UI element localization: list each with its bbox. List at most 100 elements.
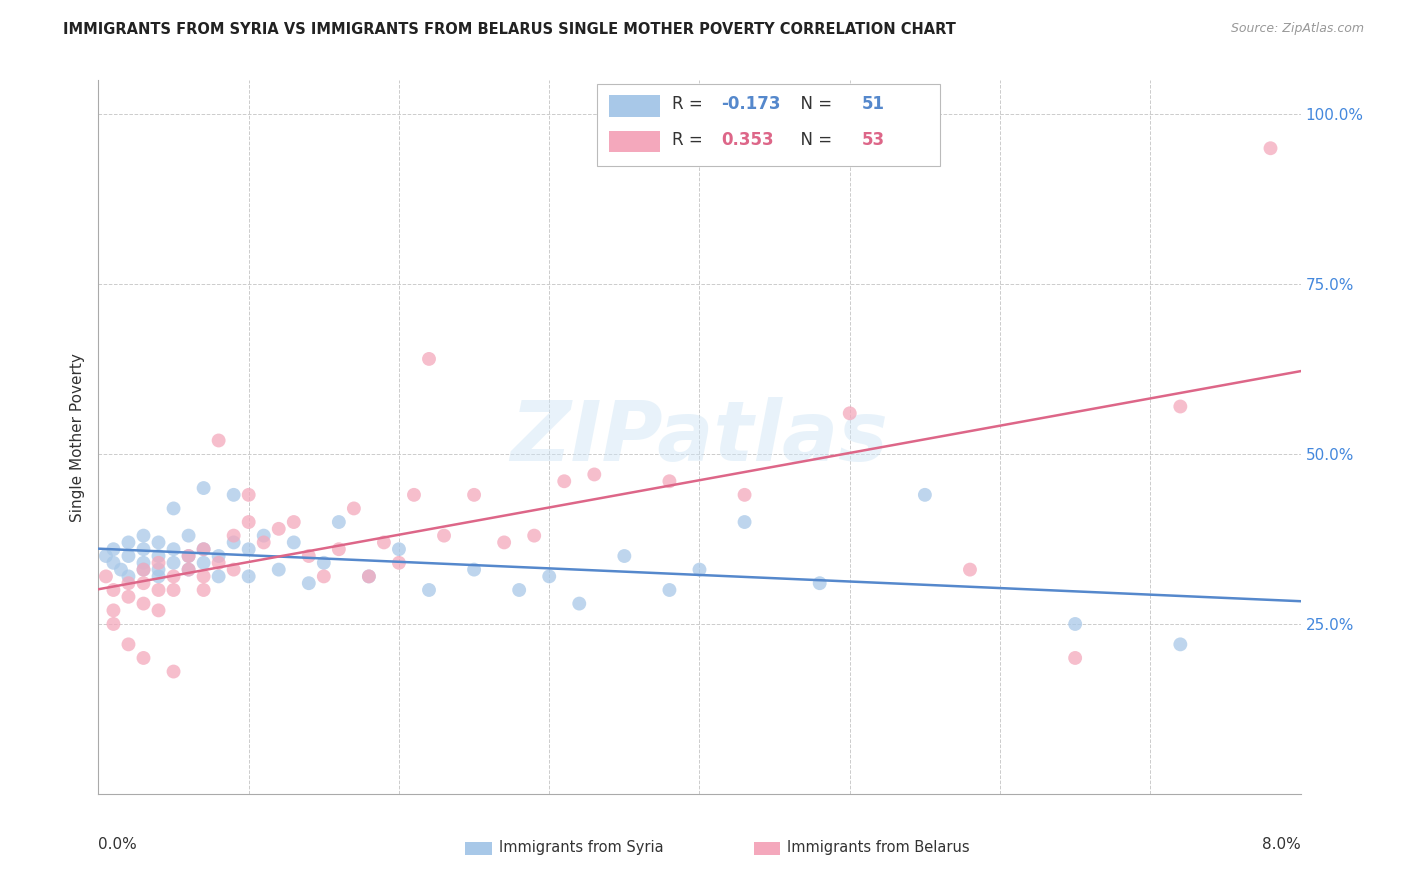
Text: 0.353: 0.353 — [721, 130, 773, 148]
Point — [328, 515, 350, 529]
Point — [433, 528, 456, 542]
Point — [117, 637, 139, 651]
Point — [148, 535, 170, 549]
Point — [1260, 141, 1282, 155]
FancyBboxPatch shape — [465, 842, 492, 855]
FancyBboxPatch shape — [609, 95, 659, 117]
Point — [177, 563, 200, 577]
Point — [658, 582, 681, 597]
Point — [328, 542, 350, 557]
FancyBboxPatch shape — [754, 842, 780, 855]
Point — [222, 563, 245, 577]
Text: -0.173: -0.173 — [721, 95, 780, 112]
Point — [103, 617, 125, 632]
Point — [117, 590, 139, 604]
Y-axis label: Single Mother Poverty: Single Mother Poverty — [70, 352, 86, 522]
Point — [148, 569, 170, 583]
Point — [162, 542, 184, 557]
Text: ZIPatlas: ZIPatlas — [510, 397, 889, 477]
Point — [103, 542, 125, 557]
Point — [193, 569, 215, 583]
Text: N =: N = — [790, 130, 837, 148]
Point — [148, 549, 170, 563]
Point — [312, 569, 335, 583]
Point — [162, 556, 184, 570]
Point — [162, 665, 184, 679]
Point — [298, 576, 321, 591]
Point — [117, 576, 139, 591]
Point — [553, 475, 575, 489]
Point — [238, 542, 260, 557]
Point — [283, 535, 305, 549]
Point — [193, 542, 215, 557]
Text: 51: 51 — [862, 95, 884, 112]
Point — [132, 576, 155, 591]
Point — [508, 582, 530, 597]
Point — [238, 569, 260, 583]
Point — [1064, 617, 1087, 632]
Point — [658, 475, 681, 489]
Text: 8.0%: 8.0% — [1261, 837, 1301, 852]
Point — [267, 563, 290, 577]
Point — [177, 563, 200, 577]
Point — [193, 542, 215, 557]
Point — [132, 563, 155, 577]
Point — [418, 351, 440, 366]
Point — [373, 535, 395, 549]
Point — [357, 569, 380, 583]
Point — [193, 481, 215, 495]
Point — [267, 522, 290, 536]
Point — [838, 406, 860, 420]
Point — [253, 535, 276, 549]
Point — [238, 515, 260, 529]
Point — [583, 467, 606, 482]
Text: R =: R = — [672, 130, 707, 148]
Text: Immigrants from Belarus: Immigrants from Belarus — [787, 840, 970, 855]
Point — [110, 563, 132, 577]
FancyBboxPatch shape — [609, 131, 659, 153]
Text: Immigrants from Syria: Immigrants from Syria — [499, 840, 664, 855]
Point — [132, 542, 155, 557]
Point — [494, 535, 516, 549]
Text: Source: ZipAtlas.com: Source: ZipAtlas.com — [1230, 22, 1364, 36]
Point — [538, 569, 561, 583]
Point — [222, 528, 245, 542]
Point — [959, 563, 981, 577]
Point — [193, 582, 215, 597]
Point — [914, 488, 936, 502]
Point — [103, 556, 125, 570]
Point — [343, 501, 366, 516]
Point — [132, 651, 155, 665]
Point — [1168, 637, 1191, 651]
Point — [162, 582, 184, 597]
Point — [208, 434, 231, 448]
Point — [463, 563, 485, 577]
Point — [148, 582, 170, 597]
Point — [283, 515, 305, 529]
Point — [734, 515, 756, 529]
Point — [689, 563, 711, 577]
Point — [117, 569, 139, 583]
Point — [388, 556, 411, 570]
Point — [162, 501, 184, 516]
Text: 0.0%: 0.0% — [98, 837, 138, 852]
Point — [208, 569, 231, 583]
Point — [298, 549, 321, 563]
Point — [148, 556, 170, 570]
Point — [94, 569, 117, 583]
Point — [117, 535, 139, 549]
Point — [463, 488, 485, 502]
Text: IMMIGRANTS FROM SYRIA VS IMMIGRANTS FROM BELARUS SINGLE MOTHER POVERTY CORRELATI: IMMIGRANTS FROM SYRIA VS IMMIGRANTS FROM… — [63, 22, 956, 37]
Text: 53: 53 — [862, 130, 884, 148]
Point — [103, 582, 125, 597]
Point — [208, 549, 231, 563]
Point — [208, 556, 231, 570]
Point — [94, 549, 117, 563]
FancyBboxPatch shape — [598, 84, 939, 166]
Point — [388, 542, 411, 557]
Point — [402, 488, 425, 502]
Point — [238, 488, 260, 502]
Text: N =: N = — [790, 95, 837, 112]
Point — [177, 549, 200, 563]
Point — [148, 563, 170, 577]
